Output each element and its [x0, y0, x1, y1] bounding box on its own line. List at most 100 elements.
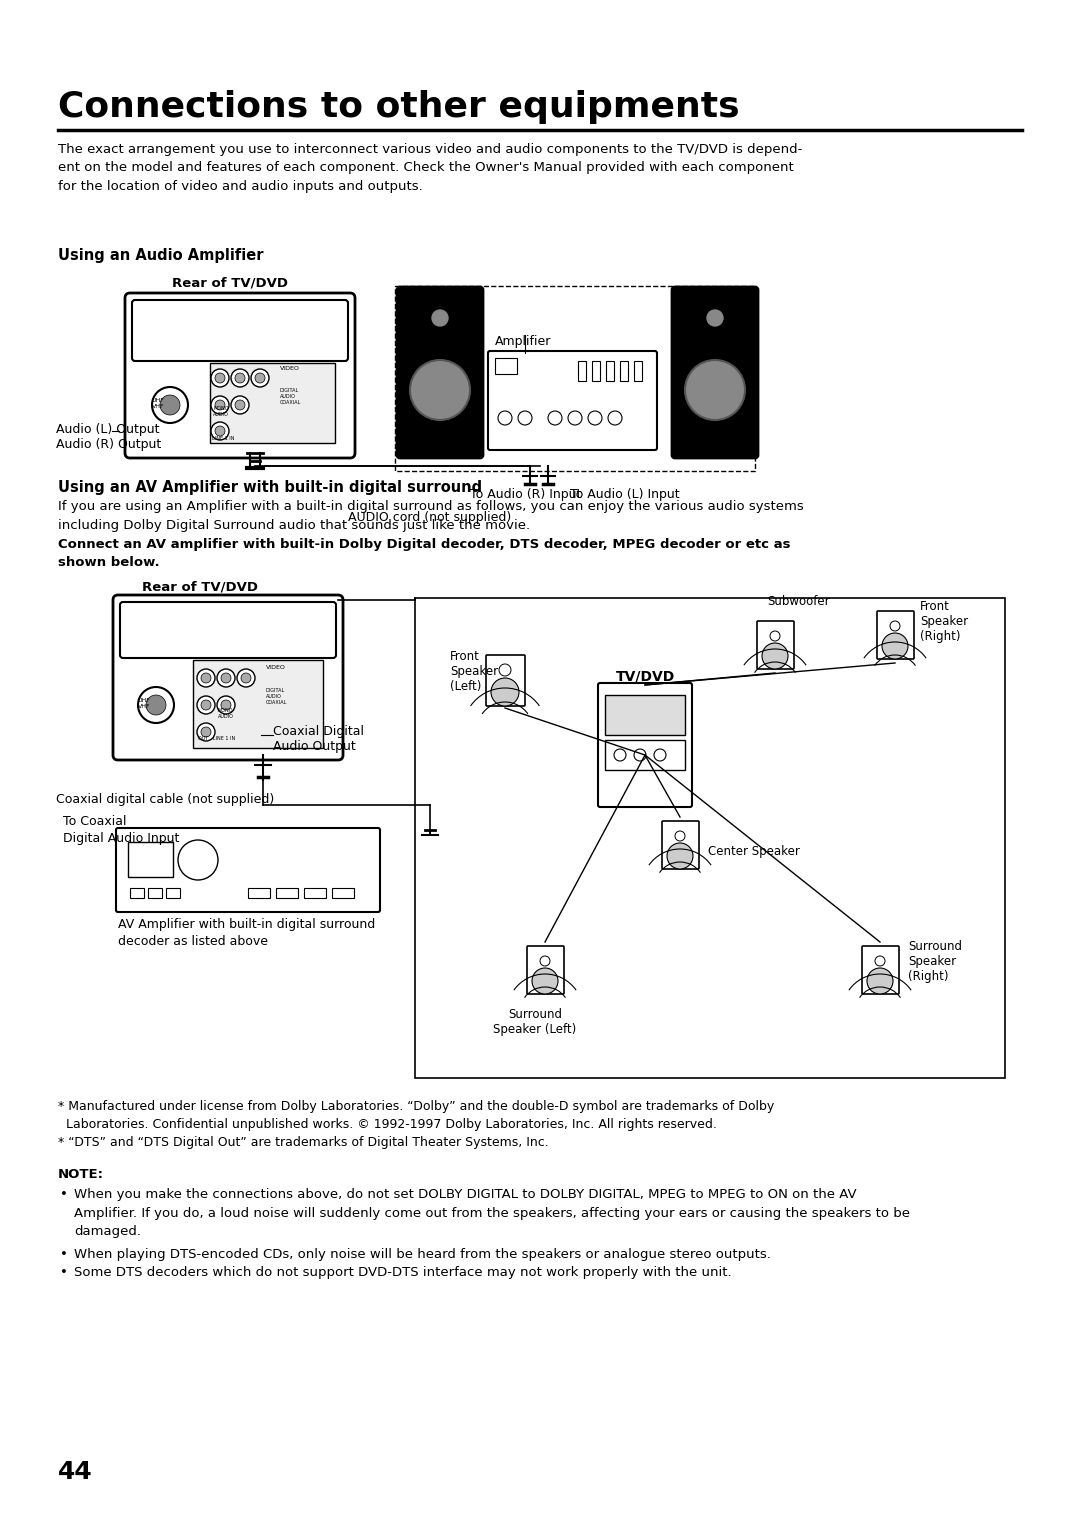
- Bar: [332, 888, 354, 898]
- FancyBboxPatch shape: [125, 293, 355, 458]
- Text: MONO
AUDIO: MONO AUDIO: [218, 707, 234, 718]
- Bar: [620, 361, 627, 380]
- Circle shape: [178, 840, 218, 880]
- Bar: [592, 361, 600, 380]
- Circle shape: [201, 700, 211, 711]
- Circle shape: [634, 749, 646, 761]
- FancyBboxPatch shape: [397, 287, 483, 458]
- Circle shape: [890, 620, 900, 631]
- Bar: [495, 358, 517, 374]
- Text: LINE 1 IN: LINE 1 IN: [212, 435, 234, 442]
- Bar: [193, 660, 323, 749]
- Circle shape: [667, 843, 693, 869]
- Circle shape: [152, 387, 188, 423]
- Bar: [276, 888, 298, 898]
- Text: Surround
Speaker (Left): Surround Speaker (Left): [494, 1008, 577, 1036]
- Circle shape: [499, 665, 511, 675]
- Circle shape: [197, 723, 215, 741]
- Circle shape: [217, 695, 235, 714]
- FancyBboxPatch shape: [527, 946, 564, 995]
- Circle shape: [146, 695, 166, 715]
- Bar: [578, 361, 586, 380]
- Circle shape: [231, 396, 249, 414]
- Circle shape: [588, 411, 602, 425]
- Circle shape: [615, 749, 626, 761]
- Text: Rear of TV/DVD: Rear of TV/DVD: [172, 277, 288, 289]
- Circle shape: [498, 411, 512, 425]
- Text: Front
Speaker
(Left): Front Speaker (Left): [450, 649, 498, 694]
- FancyBboxPatch shape: [113, 594, 343, 759]
- Circle shape: [882, 633, 908, 659]
- Circle shape: [568, 411, 582, 425]
- Text: To Coaxial
Digital Audio Input: To Coaxial Digital Audio Input: [63, 814, 179, 845]
- Circle shape: [608, 411, 622, 425]
- Text: NOTE:: NOTE:: [58, 1167, 104, 1181]
- Circle shape: [762, 643, 788, 669]
- Text: When you make the connections above, do not set DOLBY DIGITAL to DOLBY DIGITAL, : When you make the connections above, do …: [75, 1187, 910, 1238]
- Bar: [605, 695, 685, 735]
- Text: If you are using an Amplifier with a built-in digital surround as follows, you c: If you are using an Amplifier with a bui…: [58, 500, 804, 532]
- FancyBboxPatch shape: [662, 821, 699, 869]
- Circle shape: [540, 957, 550, 966]
- Text: To Audio (L) Input: To Audio (L) Input: [570, 487, 679, 501]
- Bar: [210, 364, 335, 443]
- Circle shape: [215, 373, 225, 384]
- FancyBboxPatch shape: [116, 828, 380, 912]
- Text: AV Amplifier with built-in digital surround
decoder as listed above: AV Amplifier with built-in digital surro…: [118, 918, 375, 947]
- Circle shape: [221, 700, 231, 711]
- Bar: [605, 740, 685, 770]
- Circle shape: [770, 631, 780, 642]
- Circle shape: [410, 361, 470, 420]
- Circle shape: [235, 400, 245, 410]
- Text: * “DTS” and “DTS Digital Out” are trademarks of Digital Theater Systems, Inc.: * “DTS” and “DTS Digital Out” are tradem…: [58, 1135, 549, 1149]
- Circle shape: [211, 368, 229, 387]
- Text: 44: 44: [58, 1459, 93, 1484]
- Circle shape: [201, 672, 211, 683]
- Circle shape: [255, 373, 265, 384]
- Circle shape: [432, 310, 448, 325]
- Circle shape: [654, 749, 666, 761]
- Text: DIGITAL
AUDIO
COAXIAL: DIGITAL AUDIO COAXIAL: [266, 688, 287, 704]
- Bar: [248, 888, 270, 898]
- Text: Audio (L) Output: Audio (L) Output: [56, 423, 160, 435]
- Text: Front
Speaker
(Right): Front Speaker (Right): [920, 601, 968, 643]
- Text: * Manufactured under license from Dolby Laboratories. “Dolby” and the double-D s: * Manufactured under license from Dolby …: [58, 1100, 774, 1112]
- Circle shape: [197, 695, 215, 714]
- FancyBboxPatch shape: [672, 287, 758, 458]
- Text: Surround
Speaker
(Right): Surround Speaker (Right): [908, 940, 962, 983]
- Circle shape: [548, 411, 562, 425]
- Text: Laboratories. Confidential unpublished works. © 1992-1997 Dolby Laboratories, In: Laboratories. Confidential unpublished w…: [58, 1118, 717, 1131]
- Text: VIDEO: VIDEO: [280, 367, 300, 371]
- Circle shape: [160, 396, 180, 416]
- Text: Center Speaker: Center Speaker: [708, 845, 800, 859]
- Bar: [166, 888, 180, 898]
- Circle shape: [707, 310, 723, 325]
- Circle shape: [138, 688, 174, 723]
- Text: UHF
VHF: UHF VHF: [152, 397, 165, 410]
- FancyBboxPatch shape: [877, 611, 914, 659]
- Bar: [130, 888, 144, 898]
- FancyBboxPatch shape: [598, 683, 692, 807]
- Circle shape: [237, 669, 255, 688]
- Text: VIDEO: VIDEO: [266, 665, 286, 669]
- FancyBboxPatch shape: [757, 620, 794, 669]
- Text: •: •: [60, 1248, 68, 1261]
- Circle shape: [235, 373, 245, 384]
- Bar: [303, 888, 326, 898]
- Bar: [148, 888, 162, 898]
- Bar: [129, 842, 173, 877]
- Circle shape: [201, 727, 211, 736]
- Text: Coaxial digital cable (not supplied): Coaxial digital cable (not supplied): [56, 793, 274, 805]
- Text: UHF
VHF: UHF VHF: [138, 698, 151, 709]
- FancyBboxPatch shape: [120, 602, 336, 659]
- Text: •: •: [60, 1187, 68, 1201]
- Text: To Audio (R) Input: To Audio (R) Input: [470, 487, 581, 501]
- Circle shape: [217, 669, 235, 688]
- Circle shape: [231, 368, 249, 387]
- Circle shape: [215, 400, 225, 410]
- Text: When playing DTS-encoded CDs, only noise will be heard from the speakers or anal: When playing DTS-encoded CDs, only noise…: [75, 1248, 771, 1261]
- Circle shape: [251, 368, 269, 387]
- Circle shape: [685, 361, 745, 420]
- Text: Rear of TV/DVD: Rear of TV/DVD: [141, 581, 258, 593]
- Text: TV/DVD: TV/DVD: [616, 669, 675, 685]
